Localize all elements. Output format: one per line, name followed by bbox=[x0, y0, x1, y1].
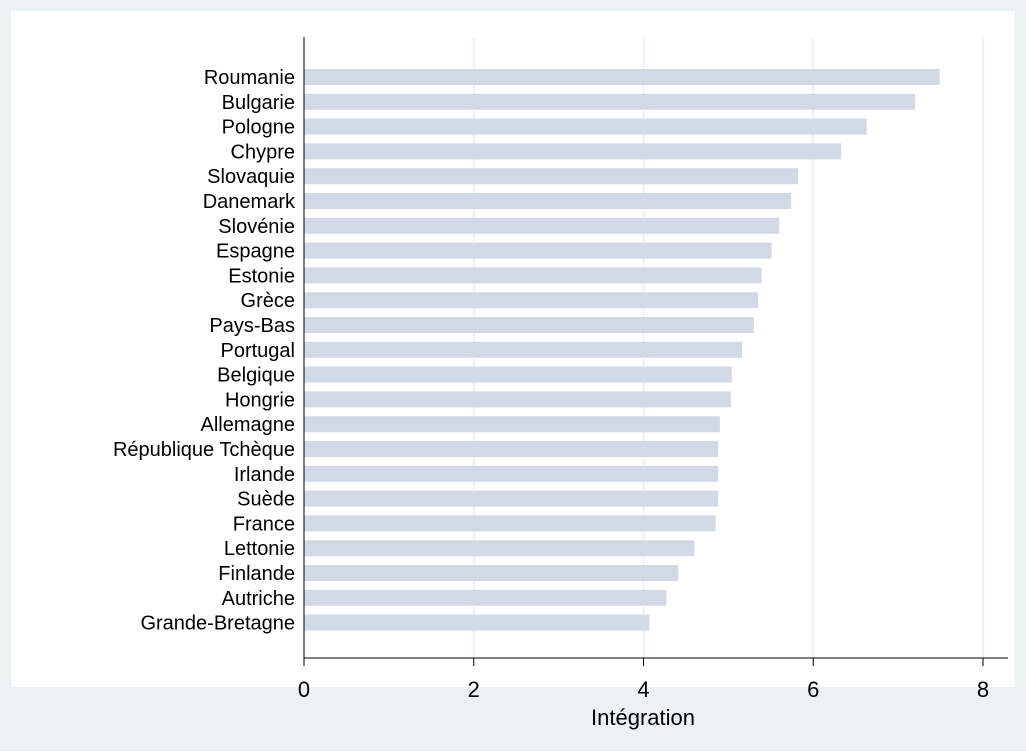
bar-2 bbox=[304, 93, 916, 110]
bar-8 bbox=[304, 242, 772, 259]
bar-1 bbox=[304, 69, 940, 85]
category-label-21: Finlande bbox=[218, 563, 295, 585]
x-tick-label-2: 2 bbox=[468, 677, 480, 702]
category-label-14: Hongrie bbox=[225, 389, 295, 411]
bar-19 bbox=[304, 515, 716, 532]
category-label-7: Slovénie bbox=[218, 216, 295, 238]
bar-23 bbox=[304, 614, 650, 631]
category-label-10: Grèce bbox=[241, 290, 295, 312]
category-label-8: Espagne bbox=[216, 241, 295, 263]
bar-13 bbox=[304, 366, 732, 383]
category-label-22: Autriche bbox=[222, 588, 295, 610]
category-label-23: Grande-Bretagne bbox=[140, 613, 295, 635]
bar-9 bbox=[304, 267, 762, 284]
category-label-16: République Tchèque bbox=[113, 439, 295, 461]
bar-10 bbox=[304, 292, 759, 309]
bar-22 bbox=[304, 589, 667, 606]
bar-18 bbox=[304, 490, 719, 507]
bars bbox=[304, 69, 940, 631]
category-label-2: Bulgarie bbox=[222, 92, 295, 114]
category-label-11: Pays-Bas bbox=[209, 315, 295, 337]
category-label-9: Estonie bbox=[228, 265, 295, 287]
category-label-20: Lettonie bbox=[224, 538, 295, 560]
x-tick-label-6: 6 bbox=[807, 677, 819, 702]
category-label-15: Allemagne bbox=[200, 414, 295, 436]
category-label-12: Portugal bbox=[221, 340, 296, 362]
bar-4 bbox=[304, 143, 842, 160]
category-label-13: Belgique bbox=[217, 365, 295, 387]
bar-21 bbox=[304, 565, 679, 581]
bar-20 bbox=[304, 540, 695, 557]
x-tick-label-8: 8 bbox=[977, 677, 989, 702]
axes bbox=[303, 37, 1008, 666]
bar-16 bbox=[304, 441, 719, 457]
bar-5 bbox=[304, 168, 798, 185]
bar-11 bbox=[304, 317, 754, 333]
x-tick-labels: 0 2 4 6 8 bbox=[298, 677, 989, 702]
category-label-5: Slovaquie bbox=[207, 166, 295, 188]
category-label-3: Pologne bbox=[222, 117, 295, 139]
bar-7 bbox=[304, 217, 780, 234]
x-tick-label-0: 0 bbox=[298, 677, 310, 702]
bar-14 bbox=[304, 391, 731, 408]
category-label-17: Irlande bbox=[234, 464, 295, 486]
x-tick-label-4: 4 bbox=[637, 677, 649, 702]
category-label-4: Chypre bbox=[231, 141, 295, 163]
bar-3 bbox=[304, 118, 867, 135]
category-label-1: Roumanie bbox=[204, 67, 295, 89]
bar-17 bbox=[304, 465, 719, 482]
bar-12 bbox=[304, 341, 742, 358]
bar-6 bbox=[304, 193, 792, 209]
category-label-19: France bbox=[233, 513, 295, 535]
x-axis-title: Intégration bbox=[591, 705, 695, 730]
category-label-6: Danemark bbox=[203, 191, 296, 213]
category-label-18: Suède bbox=[237, 489, 295, 511]
bar-15 bbox=[304, 416, 720, 433]
